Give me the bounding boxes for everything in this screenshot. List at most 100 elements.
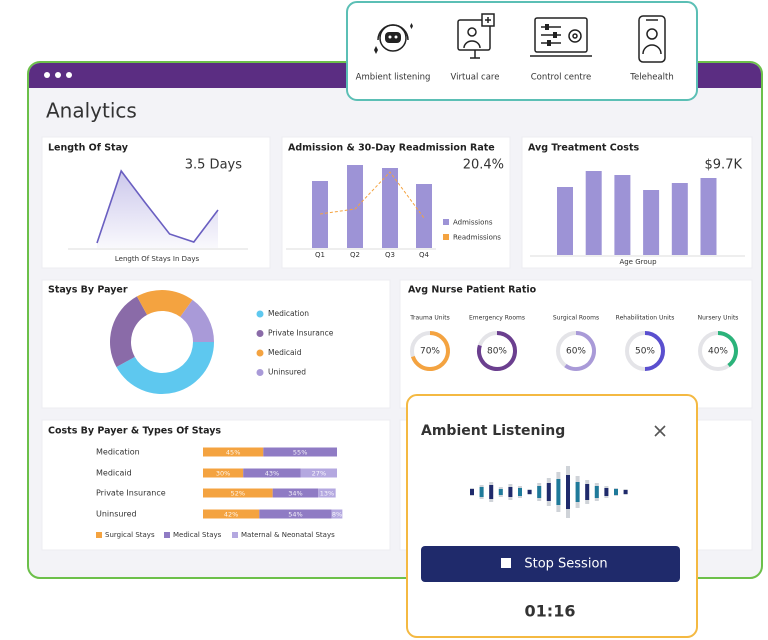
bar-segment (203, 468, 244, 478)
gauge-arc (477, 331, 517, 371)
gauge-label: Nursery Units (698, 315, 739, 322)
legend-swatch (256, 310, 264, 318)
y-tick-label: Uninsured (96, 510, 137, 519)
icon-virtual-care[interactable] (457, 13, 495, 59)
wave-bar (604, 488, 609, 496)
card (41, 419, 391, 551)
chart-title: Length Of Stay (48, 143, 129, 154)
legend-swatch (443, 219, 449, 225)
kpi-value: $9.7K (705, 158, 743, 173)
legend-swatch (443, 234, 449, 240)
bar (382, 168, 398, 248)
bar-segment (272, 488, 319, 498)
kpi-value: 20.4% (463, 158, 504, 173)
wave-bar (498, 489, 503, 495)
wave-bar (537, 486, 542, 498)
data-label: 43% (265, 470, 279, 478)
waveform (470, 466, 628, 518)
chart-title: Costs By Payer & Types Of Stays (48, 426, 221, 437)
chart-title: Admission & 30-Day Readmission Rate (288, 143, 495, 154)
gauge-value: 70% (420, 347, 440, 357)
area (97, 171, 218, 248)
bar (557, 187, 573, 255)
chart-title: Avg Nurse Patient Ratio (408, 285, 537, 296)
data-label: 55% (293, 449, 307, 457)
legend-label: Uninsured (268, 368, 306, 377)
gauge-label: Rehabilitation Units (616, 315, 675, 322)
gauge-arc (644, 331, 665, 371)
wave-bar (585, 484, 590, 500)
x-tick-label: Q2 (350, 251, 360, 259)
close-button[interactable] (654, 425, 666, 437)
wave-bar (470, 489, 474, 495)
wave-bar (566, 475, 570, 509)
toolbar-label[interactable]: Ambient listening (356, 73, 431, 83)
y-tick-label: Private Insurance (96, 489, 166, 498)
window-dot (55, 72, 61, 78)
legend-label: Medicaid (268, 348, 302, 357)
y-tick-label: Medication (96, 448, 140, 457)
kpi-value: 3.5 Days (185, 158, 242, 173)
line (319, 171, 425, 219)
bar (585, 171, 602, 255)
wave-bar (489, 485, 494, 499)
legend-swatch (232, 532, 238, 538)
wave-bar (508, 487, 513, 497)
data-label: 13% (320, 490, 334, 498)
legend-swatch (256, 349, 264, 357)
legend-label: Private Insurance (268, 329, 334, 338)
data-label: 30% (216, 470, 230, 478)
wave-bar (556, 479, 561, 505)
data-label: 34% (288, 490, 302, 498)
wave-bar (479, 487, 484, 497)
data-label: 54% (288, 511, 302, 519)
legend-label: Surgical Stays (105, 531, 155, 539)
toolbar-label[interactable]: Virtual care (451, 73, 500, 83)
legend-label: Medical Stays (173, 531, 222, 539)
gauge-arc (717, 331, 738, 368)
icon-control-centre[interactable] (530, 17, 592, 57)
gauge-arc (410, 331, 450, 371)
charts: Length Of Stay 3.5 Days Length Of Stays In… (48, 143, 745, 539)
bar (671, 183, 688, 255)
card (41, 279, 391, 409)
bar-segment (203, 509, 260, 519)
x-tick-label: Q1 (315, 251, 325, 259)
legend-swatch (96, 532, 102, 538)
gauge-value: 50% (635, 347, 655, 357)
x-tick-label: Q4 (419, 251, 430, 259)
legend-swatch (256, 330, 264, 337)
toolbar-label[interactable]: Telehealth (629, 73, 673, 83)
stop-button[interactable] (421, 546, 680, 582)
bar-segment (263, 447, 337, 457)
wave-bar (527, 490, 532, 494)
line (96, 169, 219, 244)
data-label: 8% (332, 511, 342, 519)
timer: 01:16 (525, 602, 576, 621)
data-label: 52% (231, 490, 245, 498)
donut-segment (109, 296, 148, 368)
legend-swatch (256, 369, 264, 376)
bar (700, 178, 717, 255)
gauge-arc (564, 331, 596, 371)
donut-segment (180, 299, 214, 342)
wave-bar (614, 489, 618, 495)
bar (416, 184, 432, 248)
toolbar-label[interactable]: Control centre (531, 73, 592, 83)
window-dot (66, 72, 72, 78)
icon-telehealth[interactable] (638, 15, 666, 63)
gauge-label: Surgical Rooms (553, 315, 599, 322)
button-label[interactable]: Stop Session (524, 557, 607, 572)
bar (643, 190, 660, 255)
icon-ambient[interactable] (374, 23, 413, 54)
wave-bar (518, 488, 522, 496)
chart-title: Avg Treatment Costs (528, 143, 639, 154)
y-tick-label: Medicaid (96, 469, 132, 478)
x-axis-label: Age Group (619, 258, 657, 266)
bar (614, 175, 631, 255)
bar-segment (203, 488, 273, 498)
stop-icon (501, 558, 511, 568)
legend-label: Medication (268, 309, 309, 318)
gauge-value: 80% (487, 347, 507, 357)
